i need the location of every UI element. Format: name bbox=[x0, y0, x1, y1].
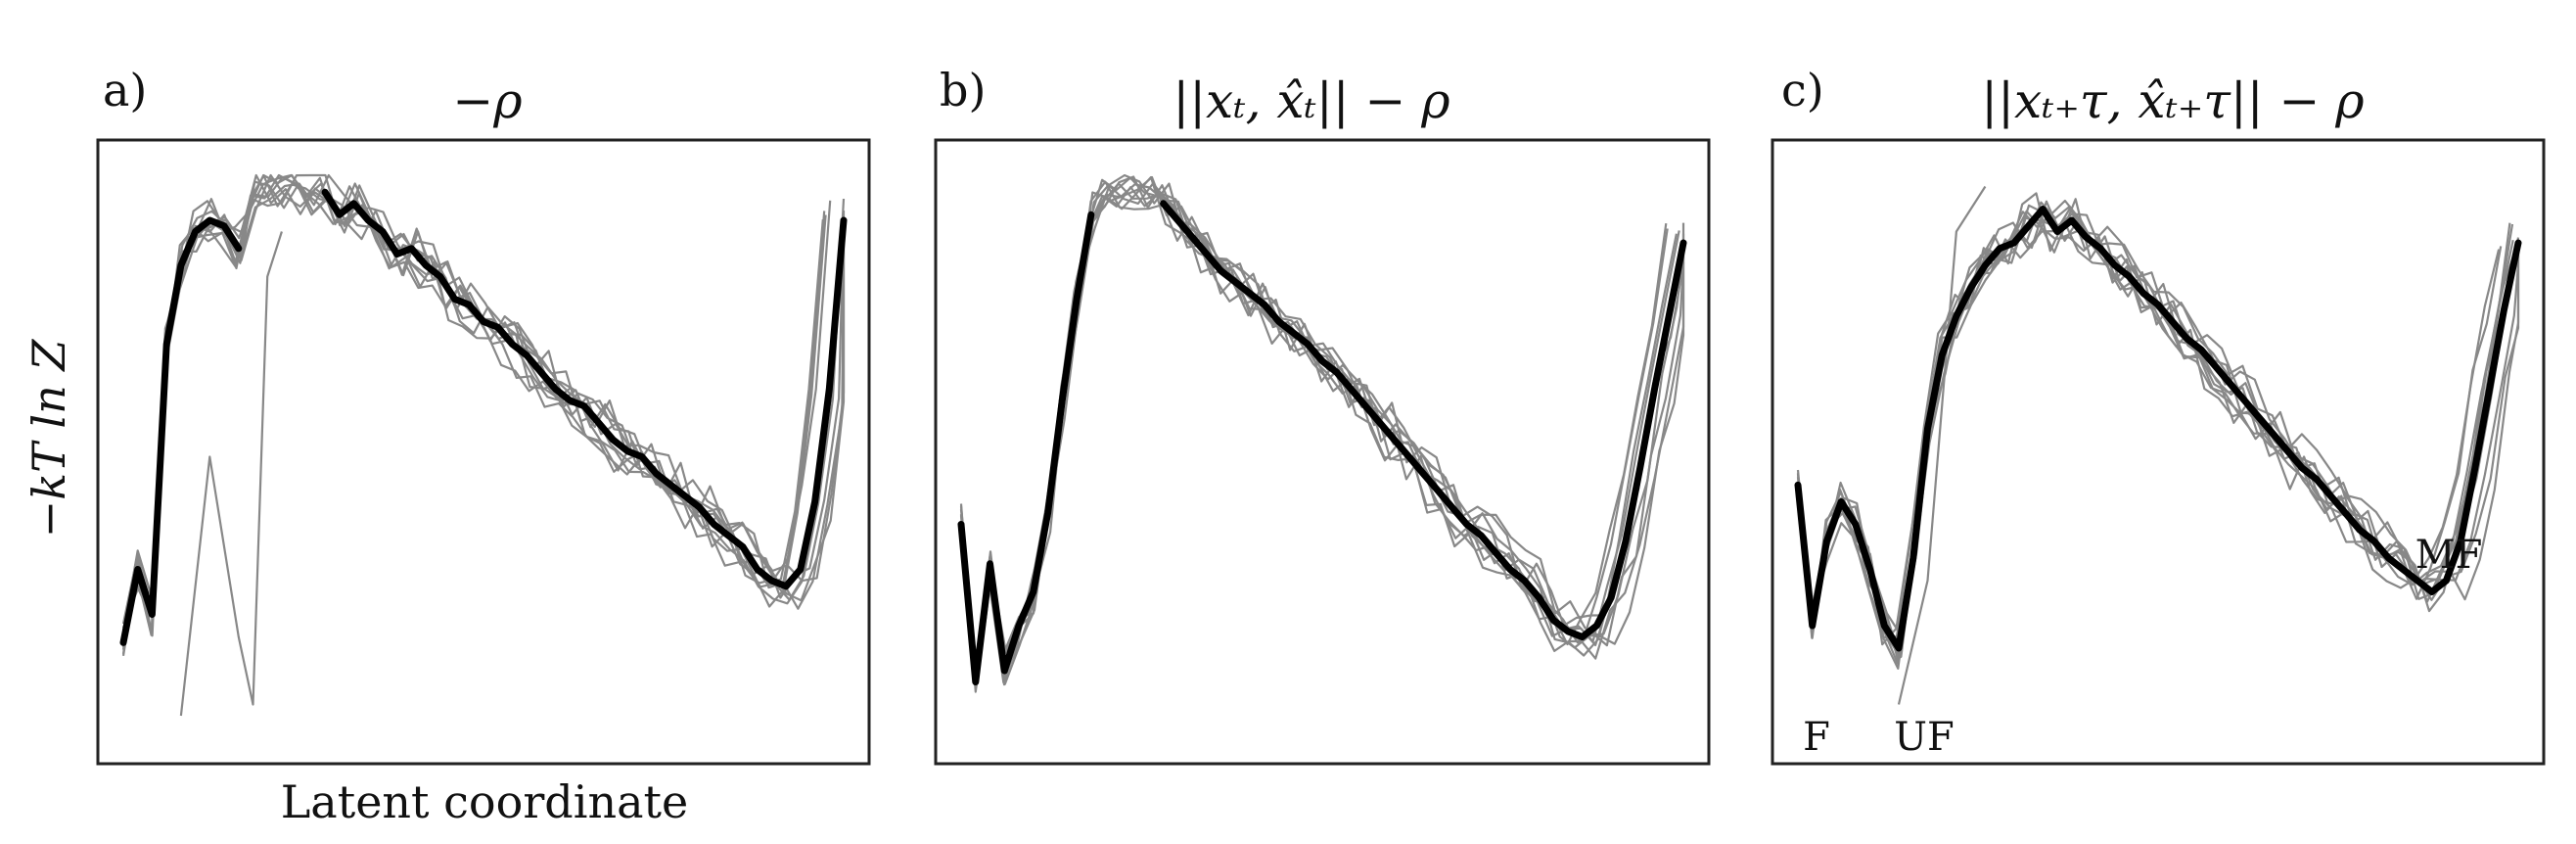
sample-trace-outlier bbox=[179, 231, 283, 717]
mean-curve bbox=[119, 188, 848, 646]
panel-a-label: a) bbox=[103, 64, 147, 117]
sample-trace-outlier bbox=[1897, 185, 1987, 705]
sample-trace bbox=[121, 173, 826, 648]
panel-b-frame bbox=[934, 138, 1711, 766]
annotation-f: F bbox=[1803, 715, 1830, 760]
panel-a-plot bbox=[119, 173, 848, 717]
x-axis-label: Latent coordinate bbox=[281, 775, 688, 828]
panel-c-label: c) bbox=[1781, 64, 1824, 117]
sample-trace bbox=[959, 183, 1685, 693]
y-axis-label: −kT ln Z bbox=[23, 339, 75, 539]
panel-c-plot bbox=[1794, 185, 2522, 705]
panel-a-title: −ρ bbox=[452, 72, 523, 129]
sample-trace bbox=[959, 176, 1668, 679]
panel-c-title: ||xₜ₊τ, x̂ₜ₊τ|| − ρ bbox=[1981, 72, 2365, 129]
sample-trace bbox=[959, 180, 1683, 680]
panel-a: a) −ρ bbox=[96, 64, 871, 766]
mean-curve bbox=[957, 200, 1687, 685]
mean-curve bbox=[1794, 206, 2522, 652]
sample-trace bbox=[959, 175, 1685, 677]
sample-trace bbox=[1796, 192, 2501, 642]
sample-trace bbox=[1796, 199, 2503, 646]
panel-c-frame bbox=[1771, 138, 2546, 766]
panel-b: b) ||xₜ, x̂ₜ|| − ρ bbox=[934, 64, 1711, 766]
sample-trace bbox=[959, 182, 1685, 681]
panel-b-title: ||xₜ, x̂ₜ|| − ρ bbox=[1173, 72, 1450, 129]
sample-trace bbox=[959, 175, 1680, 686]
panel-a-frame bbox=[96, 138, 871, 766]
sample-trace bbox=[959, 182, 1678, 669]
annotation-mf: MF bbox=[2415, 533, 2483, 578]
panel-b-plot bbox=[957, 173, 1687, 693]
panel-c: c) ||xₜ₊τ, x̂ₜ₊τ|| − ρ F UF MF bbox=[1771, 64, 2546, 766]
annotation-uf: UF bbox=[1894, 715, 1954, 760]
sample-trace bbox=[121, 173, 846, 629]
sample-trace bbox=[959, 173, 1685, 680]
panel-b-label: b) bbox=[940, 64, 986, 117]
sample-trace bbox=[121, 173, 846, 625]
